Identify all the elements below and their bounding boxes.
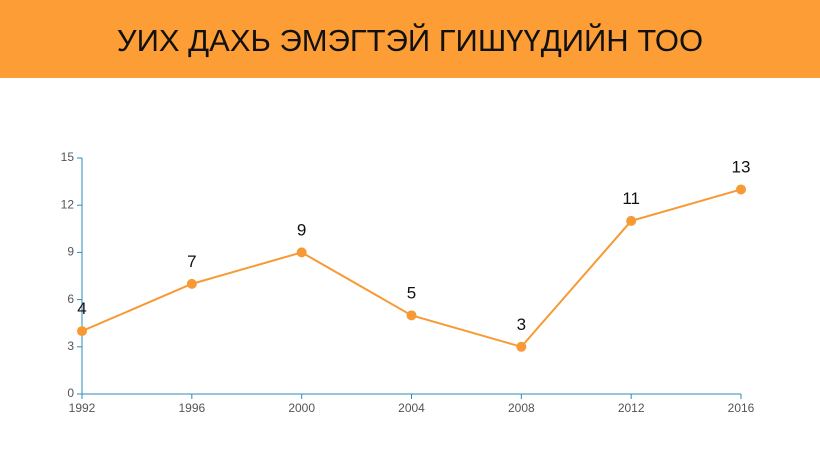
data-point — [626, 215, 637, 226]
data-label: 3 — [517, 315, 526, 334]
data-label: 7 — [187, 252, 196, 271]
y-tick-label: 3 — [67, 339, 74, 353]
data-point — [516, 341, 527, 352]
data-label: 4 — [77, 299, 86, 318]
y-tick-label: 9 — [67, 245, 74, 259]
data-line — [81, 188, 742, 348]
header-band — [0, 0, 820, 78]
y-tick-label: 0 — [67, 386, 74, 400]
x-tick-label: 2000 — [288, 401, 315, 415]
x-tick-label: 1992 — [69, 401, 96, 415]
x-tick-label: 2004 — [398, 401, 425, 415]
data-label: 5 — [407, 283, 416, 302]
y-tick-label: 15 — [61, 150, 75, 164]
data-point — [296, 247, 307, 258]
x-tick-label: 2012 — [618, 401, 645, 415]
data-label: 11 — [622, 189, 640, 208]
y-tick-label: 6 — [67, 292, 74, 306]
data-label: 9 — [297, 220, 306, 239]
data-point — [77, 326, 87, 337]
x-tick-label: 2008 — [508, 401, 535, 415]
x-tick-label: 2016 — [728, 401, 755, 415]
data-label: 13 — [732, 157, 751, 176]
data-point — [406, 310, 417, 321]
data-point — [736, 184, 746, 195]
chart-title: УИХ ДАХЬ ЭМЭГТЭЙ ГИШҮҮДИЙН ТОО — [117, 22, 703, 58]
x-tick-label: 1996 — [178, 401, 205, 415]
y-tick-label: 12 — [61, 197, 75, 211]
data-point — [186, 278, 197, 289]
